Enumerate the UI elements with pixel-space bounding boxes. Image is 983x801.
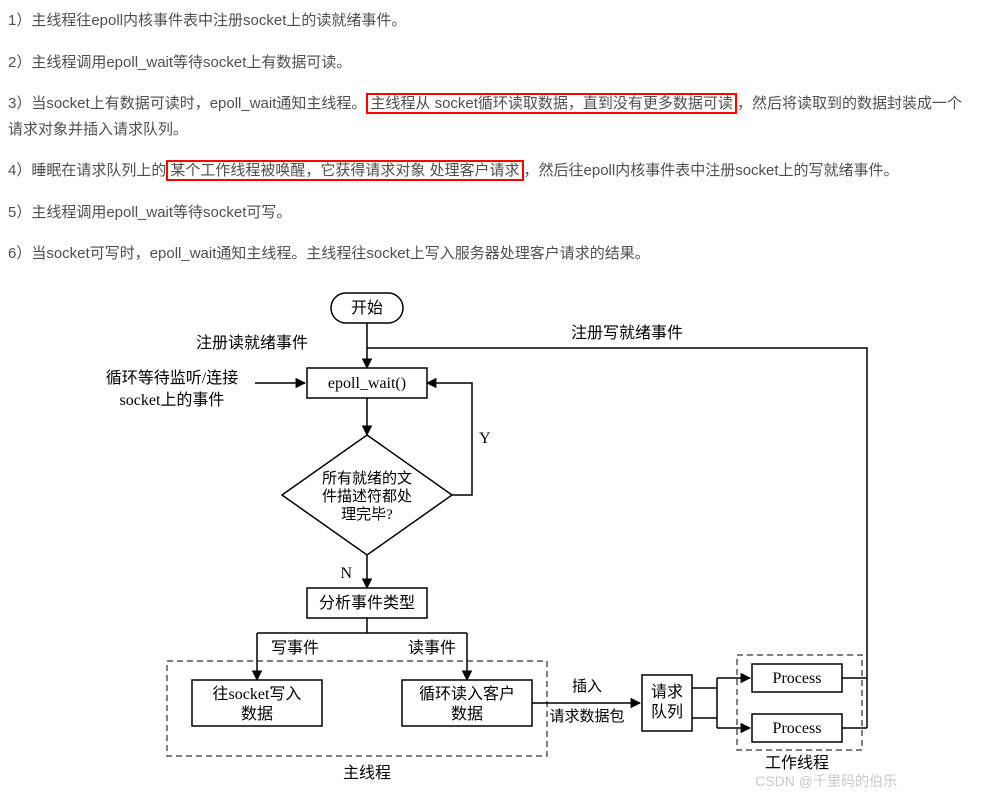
node-decision-l1: 所有就绪的文	[321, 470, 411, 487]
node-process1-label: Process	[772, 670, 821, 687]
node-queue-l2: 队列	[650, 703, 682, 721]
node-start-label: 开始	[350, 299, 382, 317]
node-process-1: Process	[752, 664, 842, 692]
node-epoll-wait-label: epoll_wait()	[327, 375, 405, 392]
step-4a: 4）睡眠在请求队列上的	[8, 162, 166, 179]
node-write-socket: 往socket写入 数据	[192, 680, 322, 726]
node-analyze-label: 分析事件类型	[318, 594, 414, 612]
step-3: 3）当socket上有数据可读时，epoll_wait通知主线程。主线程从 so…	[8, 91, 975, 142]
node-write-socket-l1: 往socket写入	[212, 685, 301, 703]
node-epoll-wait: epoll_wait()	[307, 368, 427, 398]
node-read-loop-l2: 数据	[450, 705, 482, 723]
label-write-evt: 写事件	[270, 639, 318, 657]
step-2: 2）主线程调用epoll_wait等待socket上有数据可读。	[8, 50, 975, 76]
watermark: CSDN @千里码的伯乐	[755, 773, 897, 789]
label-reg-read: 注册读就绪事件	[195, 334, 307, 352]
label-reg-write: 注册写就绪事件	[570, 324, 682, 342]
step-4: 4）睡眠在请求队列上的某个工作线程被唤醒，它获得请求对象 处理客户请求，然后往e…	[8, 158, 975, 184]
node-process2-label: Process	[772, 720, 821, 737]
step-3-highlight: 主线程从 socket循环读取数据，直到没有更多数据可读	[366, 93, 737, 114]
step-1: 1）主线程往epoll内核事件表中注册socket上的读就绪事件。	[8, 8, 975, 34]
node-read-loop: 循环读入客户 数据	[402, 680, 532, 726]
flowchart: 开始 注册读就绪事件 epoll_wait() 循环等待监听/连接 socket…	[77, 283, 907, 793]
node-decision: 所有就绪的文 件描述符都处 理完毕?	[282, 435, 452, 555]
node-read-loop-l1: 循环读入客户	[418, 685, 514, 703]
node-start: 开始	[331, 293, 403, 323]
node-analyze: 分析事件类型	[307, 588, 427, 618]
node-write-socket-l2: 数据	[240, 705, 272, 723]
node-queue-l1: 请求	[650, 683, 682, 701]
step-3a: 3）当socket上有数据可读时，epoll_wait通知主线程。	[8, 95, 366, 112]
label-Y: Y	[479, 430, 491, 447]
edge-decision-y	[427, 383, 472, 495]
step-5: 5）主线程调用epoll_wait等待socket可写。	[8, 200, 975, 226]
label-N: N	[340, 565, 352, 582]
label-wait-side1: 循环等待监听/连接	[105, 369, 237, 387]
label-insert1: 插入	[571, 678, 601, 695]
node-request-queue: 请求 队列	[642, 675, 692, 731]
label-insert2: 请求数据包	[549, 708, 624, 725]
node-process-2: Process	[752, 714, 842, 742]
step-6: 6）当socket可写时，epoll_wait通知主线程。主线程往socket上…	[8, 241, 975, 267]
label-worker-thread: 工作线程	[764, 754, 828, 772]
flowchart-container: 开始 注册读就绪事件 epoll_wait() 循环等待监听/连接 socket…	[8, 283, 975, 793]
label-main-thread: 主线程	[342, 764, 390, 782]
label-wait-side2: socket上的事件	[119, 391, 224, 409]
step-4b: ，然后往epoll内核事件表中注册socket上的写就绪事件。	[524, 162, 899, 179]
label-read-evt: 读事件	[407, 639, 455, 657]
node-decision-l2: 件描述符都处	[321, 488, 411, 505]
node-decision-l3: 理完毕?	[341, 506, 393, 523]
step-4-highlight: 某个工作线程被唤醒，它获得请求对象 处理客户请求	[166, 160, 523, 181]
